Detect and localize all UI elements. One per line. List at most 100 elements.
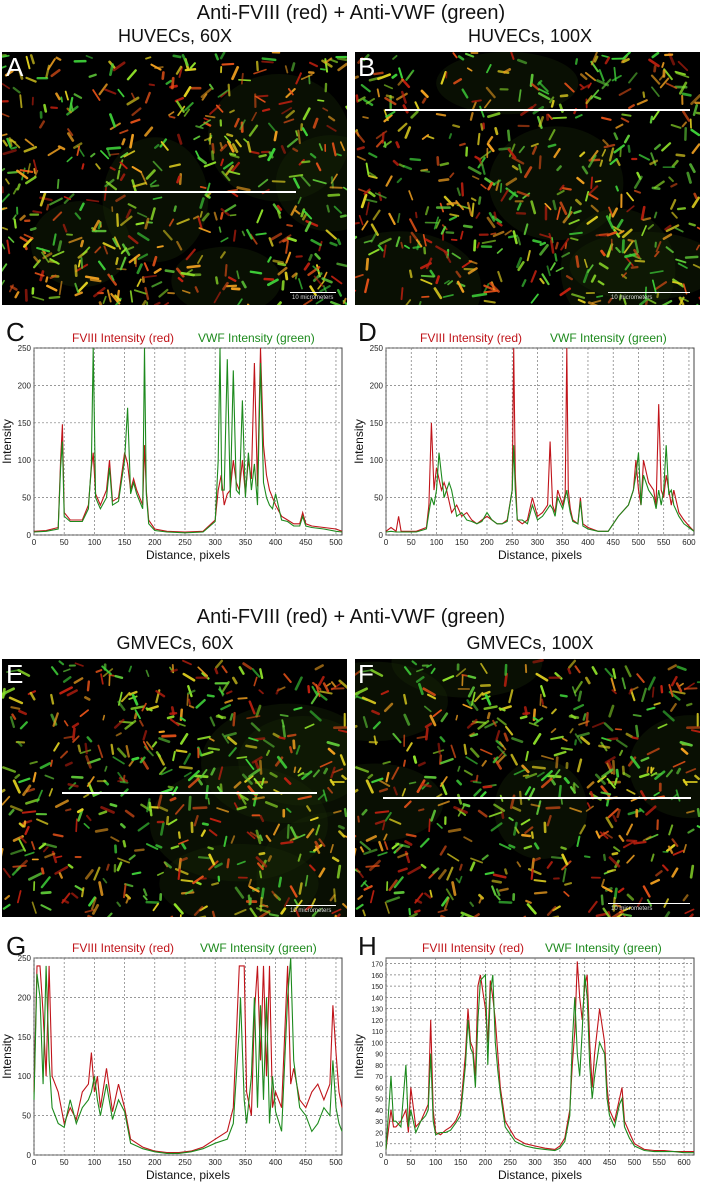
micrograph-f-image	[355, 659, 700, 917]
x-tick-label: 450	[603, 1158, 617, 1167]
x-tick-label: 500	[329, 1158, 343, 1167]
x-tick-label: 150	[118, 538, 132, 547]
plot-area	[34, 348, 342, 535]
x-tick-label: 450	[607, 538, 621, 547]
x-tick-label: 50	[60, 538, 69, 547]
x-tick-label: 50	[407, 538, 416, 547]
x-tick-label: 300	[208, 1158, 222, 1167]
y-tick-label: 100	[18, 1072, 32, 1081]
x-tick-label: 350	[239, 538, 253, 547]
y-tick-label: 160	[371, 973, 383, 980]
panel-a-subtitle: HUVECs, 60X	[10, 26, 340, 47]
x-tick-label: 100	[88, 538, 102, 547]
micrograph-b-image	[355, 52, 700, 305]
micrograph-a: 10 micrometers	[2, 52, 347, 305]
x-tick-label: 250	[178, 538, 192, 547]
y-tick-label: 150	[18, 419, 32, 428]
y-axis-label: Intensity	[0, 419, 14, 464]
y-tick-label: 0	[27, 1151, 32, 1160]
x-tick-label: 0	[384, 538, 389, 547]
x-tick-label: 100	[88, 1158, 102, 1167]
x-tick-label: 500	[329, 538, 343, 547]
x-tick-label: 200	[148, 1158, 162, 1167]
plot-area	[34, 958, 342, 1155]
x-axis-label: Distance, pixels	[498, 1168, 582, 1182]
x-tick-label: 50	[60, 1158, 69, 1167]
x-tick-label: 400	[578, 1158, 592, 1167]
x-tick-label: 400	[269, 1158, 283, 1167]
x-tick-label: 250	[504, 1158, 518, 1167]
line-profile-f	[383, 797, 691, 799]
panel-letter-a: A	[6, 52, 23, 83]
y-tick-label: 120	[371, 1018, 383, 1025]
y-tick-label: 170	[371, 962, 383, 969]
scale-bar-label-e: 10 micrometers	[290, 908, 331, 914]
y-tick-label: 70	[375, 1074, 383, 1081]
scale-bar-e	[286, 905, 336, 906]
x-tick-label: 150	[118, 1158, 132, 1167]
x-tick-label: 600	[682, 538, 696, 547]
figure-title-bottom: Anti-FVIII (red) + Anti-VWF (green)	[0, 606, 702, 629]
x-tick-label: 350	[553, 1158, 567, 1167]
y-tick-label: 80	[375, 1063, 383, 1070]
y-tick-label: 0	[27, 531, 32, 540]
scale-bar-label-b: 10 micrometers	[611, 295, 652, 301]
line-profile-a	[40, 191, 296, 193]
scale-bar-label-a: 10 micrometers	[292, 295, 333, 301]
y-axis-label: Intensity	[352, 419, 366, 464]
y-tick-label: 150	[370, 419, 384, 428]
x-tick-label: 350	[556, 538, 570, 547]
scale-bar-a	[290, 292, 336, 293]
y-tick-label: 30	[375, 1119, 383, 1126]
line-profile-e	[62, 792, 317, 794]
x-tick-label: 200	[480, 538, 494, 547]
y-tick-label: 250	[18, 344, 32, 353]
y-tick-label: 150	[371, 984, 383, 991]
x-tick-label: 150	[455, 538, 469, 547]
x-tick-label: 500	[628, 1158, 642, 1167]
x-tick-label: 100	[430, 538, 444, 547]
y-tick-label: 100	[370, 456, 384, 465]
x-tick-label: 250	[506, 538, 520, 547]
y-axis-label: Intensity	[0, 1034, 14, 1079]
panel-letter-f: F	[358, 659, 374, 690]
y-tick-label: 10	[375, 1142, 383, 1149]
panel-letter-e: E	[6, 659, 23, 690]
x-tick-label: 600	[677, 1158, 691, 1167]
x-axis-label: Distance, pixels	[146, 1168, 230, 1182]
panel-f-subtitle: GMVECs, 100X	[365, 633, 695, 654]
y-tick-label: 60	[375, 1085, 383, 1092]
x-tick-label: 450	[299, 1158, 313, 1167]
x-tick-label: 200	[479, 1158, 493, 1167]
y-tick-label: 20	[375, 1130, 383, 1137]
y-tick-label: 50	[374, 494, 383, 503]
micrograph-f: 10 micrometers	[355, 659, 700, 917]
x-tick-label: 200	[148, 538, 162, 547]
line-profile-b	[385, 109, 690, 111]
x-axis-label: Distance, pixels	[498, 548, 582, 562]
y-tick-label: 140	[371, 995, 383, 1002]
scale-bar-f	[608, 903, 690, 904]
x-tick-label: 550	[657, 538, 671, 547]
y-tick-label: 250	[18, 954, 32, 963]
scale-bar-b	[608, 292, 690, 293]
y-tick-label: 200	[370, 381, 384, 390]
x-tick-label: 300	[208, 538, 222, 547]
panel-letter-b: B	[358, 52, 375, 83]
y-tick-label: 130	[371, 1007, 383, 1014]
y-tick-label: 100	[18, 456, 32, 465]
y-axis-label: Intensity	[352, 1034, 366, 1079]
y-tick-label: 100	[371, 1040, 383, 1047]
x-tick-label: 0	[384, 1158, 389, 1167]
x-tick-label: 300	[531, 538, 545, 547]
micrograph-e: 10 micrometers	[2, 659, 347, 917]
x-tick-label: 300	[528, 1158, 542, 1167]
y-tick-label: 50	[22, 494, 31, 503]
x-axis-label: Distance, pixels	[146, 548, 230, 562]
